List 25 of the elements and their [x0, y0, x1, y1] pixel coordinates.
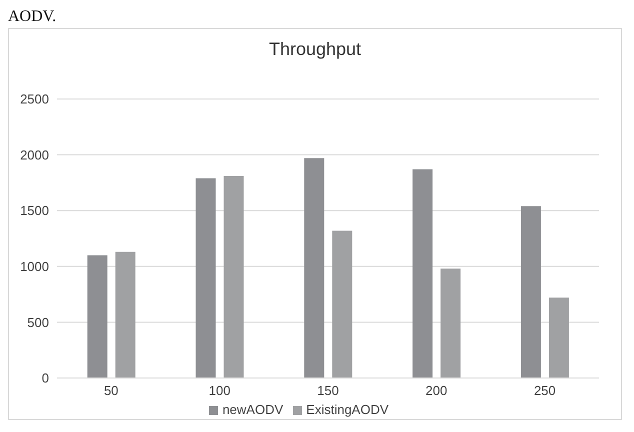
x-tick-label: 200 — [426, 383, 448, 398]
bar — [115, 252, 136, 378]
legend-label: ExistingAODV — [306, 402, 389, 417]
x-tick-label: 100 — [208, 383, 230, 398]
text: AODV. — [8, 8, 58, 27]
bar — [440, 268, 461, 378]
y-tick-label: 500 — [27, 314, 49, 330]
x-tick-label: 250 — [534, 383, 556, 398]
y-tick-label: 2000 — [20, 147, 49, 162]
x-tick-label: 50 — [104, 383, 118, 398]
legend-label: newAODV — [222, 402, 284, 417]
chart-title: Throughput — [268, 38, 362, 61]
bar — [304, 158, 324, 378]
bar — [224, 176, 244, 378]
y-tick-label: 1000 — [20, 259, 49, 274]
bar — [548, 298, 569, 378]
y-tick-label: 0 — [42, 370, 49, 386]
bar — [332, 230, 352, 378]
x-tick-label: 150 — [317, 383, 339, 398]
bar — [196, 178, 216, 378]
y-tick-label: 2500 — [20, 92, 49, 107]
y-tick-label: 1500 — [20, 203, 49, 218]
bar — [87, 255, 108, 378]
bar — [412, 169, 433, 378]
bar — [520, 206, 541, 378]
